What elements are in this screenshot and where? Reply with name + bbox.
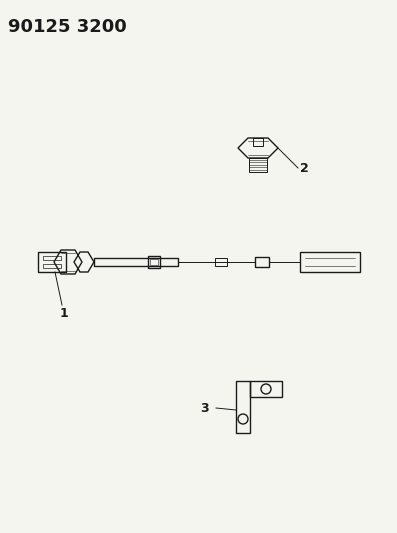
Bar	[253, 138, 263, 146]
Bar	[148, 256, 160, 268]
Bar	[43, 264, 61, 268]
Bar	[94, 258, 178, 266]
Text: 3: 3	[200, 401, 209, 415]
Bar	[38, 252, 66, 272]
Bar	[215, 258, 227, 266]
Bar	[250, 381, 282, 397]
Text: 2: 2	[300, 161, 309, 174]
Bar	[43, 256, 61, 260]
Bar	[150, 259, 158, 265]
Bar	[249, 158, 267, 172]
Text: 90125 3200: 90125 3200	[8, 18, 127, 36]
Bar	[300, 252, 360, 272]
Bar	[255, 257, 269, 267]
Bar	[236, 381, 250, 433]
Text: 1: 1	[60, 307, 69, 320]
